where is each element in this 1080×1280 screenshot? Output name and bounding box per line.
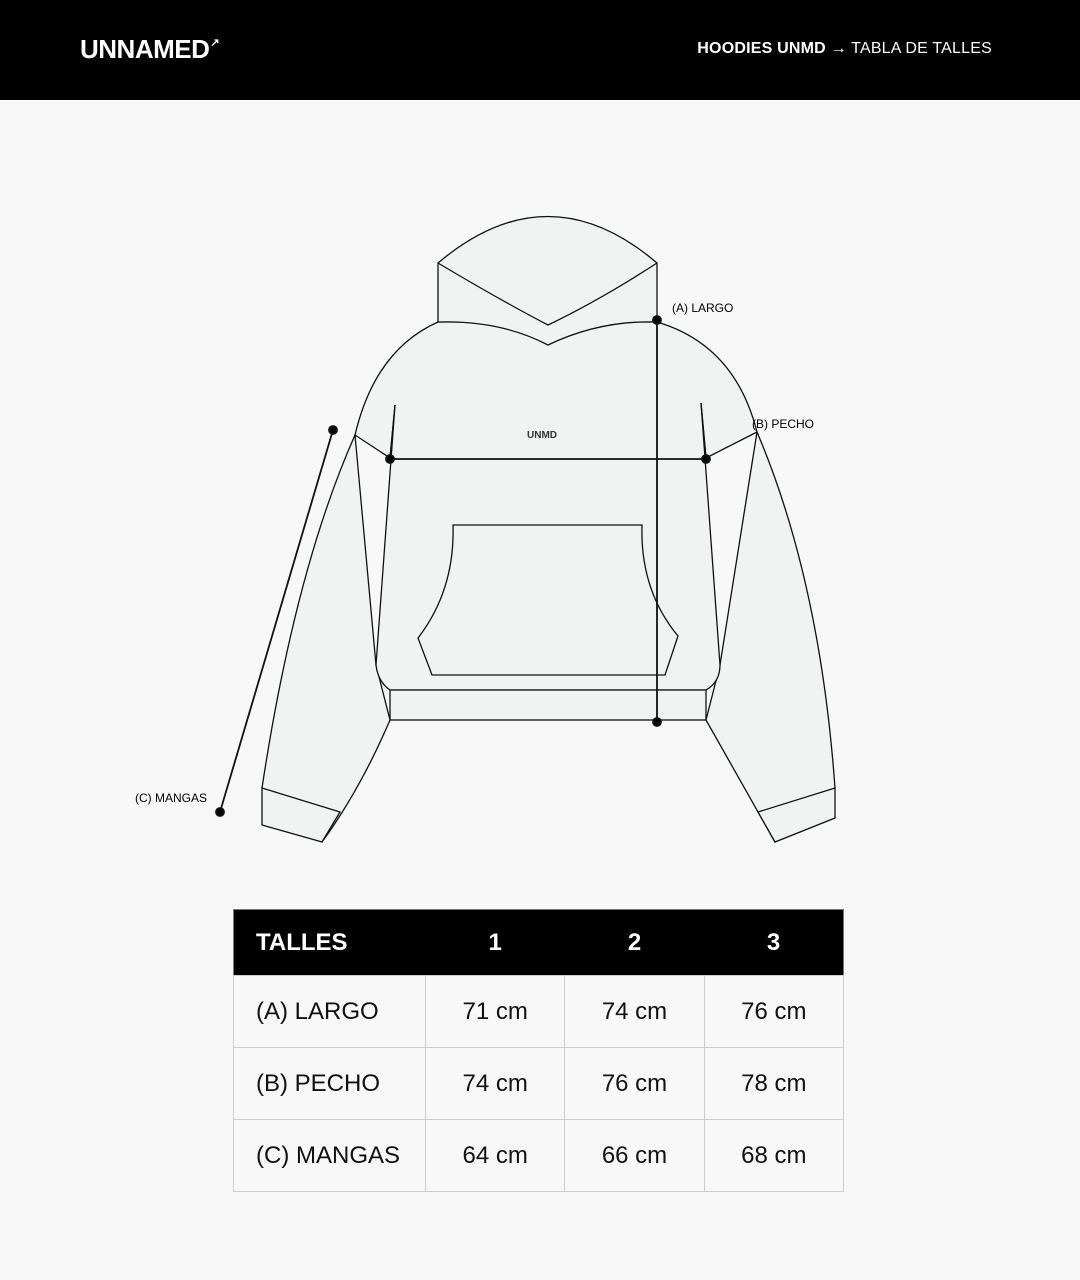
hoodie-diagram (215, 216, 836, 844)
left-sleeve (261, 432, 391, 843)
waistband (389, 689, 707, 721)
table-cell: 74 cm (424, 1047, 566, 1120)
label-pecho: (B) PECHO (752, 417, 815, 431)
right-sleeve (705, 429, 836, 844)
size-table: TALLES 1 2 3 (A) LARGO 71 cm 74 cm 76 cm… (233, 909, 845, 1192)
arrow-right-icon: → (830, 40, 847, 57)
table-cell: 66 cm (564, 1119, 705, 1192)
row-label: (C) MANGAS (233, 1119, 426, 1192)
table-row: (B) PECHO 74 cm 76 cm 78 cm (233, 1047, 845, 1120)
chest-print-logo: UNMD (527, 430, 557, 441)
logo-text: UNNAMED (80, 34, 210, 64)
table-cell: 71 cm (424, 975, 566, 1048)
table-row: (A) LARGO 71 cm 74 cm 76 cm (233, 975, 845, 1048)
row-label: (B) PECHO (233, 1047, 426, 1120)
table-header-row: TALLES 1 2 3 (233, 909, 844, 976)
header-talles: TALLES (233, 909, 426, 976)
table-cell: 76 cm (703, 975, 845, 1048)
logo-arrow-icon: ↗ (210, 37, 220, 49)
table-cell: 76 cm (564, 1047, 705, 1120)
breadcrumb-current: TABLA DE TALLES (851, 40, 992, 57)
hood (437, 216, 658, 346)
breadcrumb: HOODIES UNMD → TABLA DE TALLES (697, 40, 992, 58)
table-cell: 78 cm (703, 1047, 845, 1120)
table-cell: 74 cm (564, 975, 705, 1048)
breadcrumb-section[interactable]: HOODIES UNMD (697, 40, 826, 57)
row-label: (A) LARGO (233, 975, 426, 1048)
mangas-measure-line (219, 429, 334, 813)
header-size-2: 2 (564, 909, 705, 976)
header-size-1: 1 (425, 909, 565, 976)
brand-logo[interactable]: UNNAMED↗ (80, 34, 220, 65)
table-cell: 68 cm (703, 1119, 845, 1192)
top-bar: UNNAMED↗ HOODIES UNMD → TABLA DE TALLES (0, 0, 1080, 100)
label-largo: (A) LARGO (672, 301, 734, 315)
table-cell: 64 cm (424, 1119, 566, 1192)
right-cuff (757, 787, 836, 843)
table-row: (C) MANGAS 64 cm 66 cm 68 cm (233, 1119, 845, 1192)
kangaroo-pocket (417, 524, 679, 676)
label-mangas: (C) MANGAS (135, 791, 207, 805)
left-cuff (261, 787, 341, 843)
header-size-3: 3 (704, 909, 844, 976)
